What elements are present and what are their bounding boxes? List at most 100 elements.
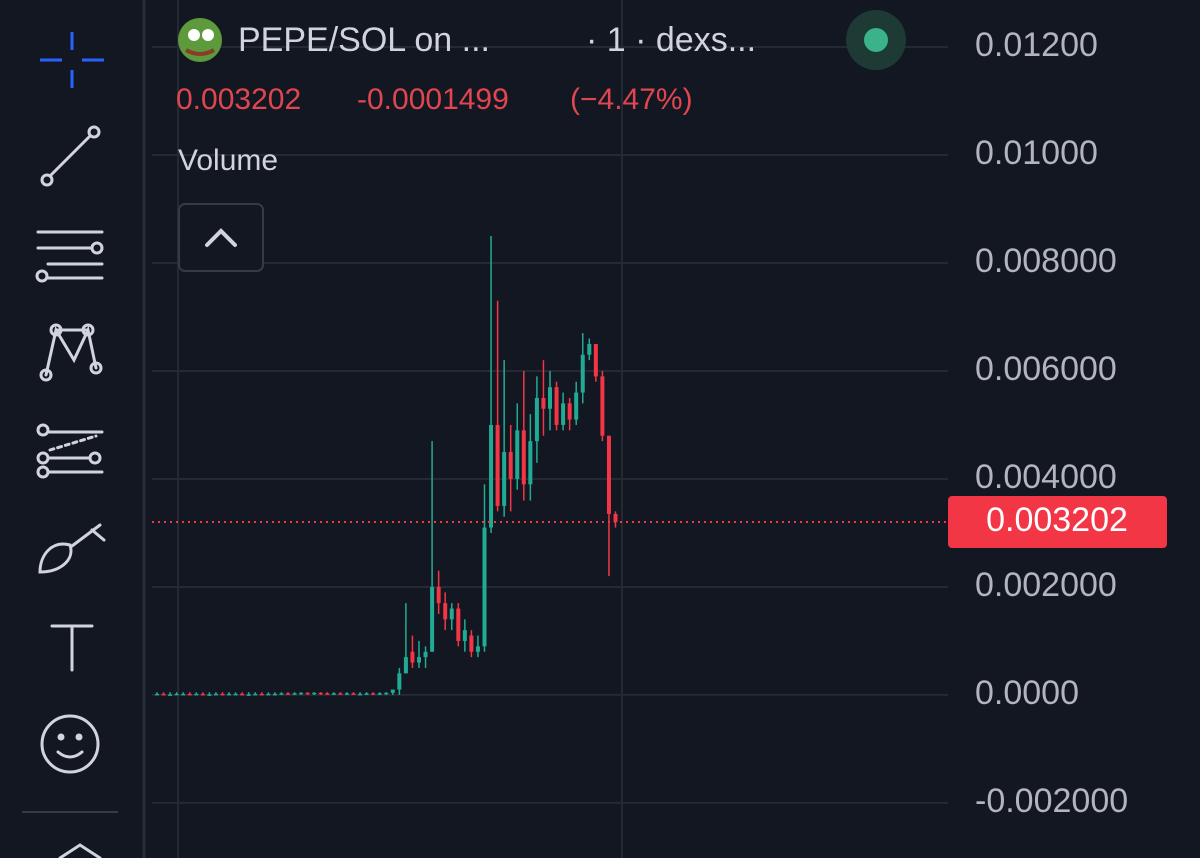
candle-body xyxy=(528,441,533,485)
candle-body xyxy=(449,608,454,620)
candle-body xyxy=(181,693,186,696)
y-tick-label: 0.006000 xyxy=(975,350,1117,388)
toolbar-bg xyxy=(0,0,143,858)
market-status[interactable] xyxy=(864,28,888,52)
y-tick-label: 0.0000 xyxy=(975,674,1079,712)
candle-body xyxy=(168,694,173,696)
candle-body xyxy=(364,693,369,695)
candle-body xyxy=(606,435,611,514)
candle-body xyxy=(187,693,192,696)
candle-body xyxy=(233,693,238,696)
candle-body xyxy=(593,343,598,377)
candle-body xyxy=(207,694,212,696)
symbol-icon-eye xyxy=(202,29,214,41)
trend-line-tool[interactable] xyxy=(40,125,101,187)
forecast-tool[interactable] xyxy=(36,423,104,479)
text-tool[interactable] xyxy=(50,624,94,672)
candle-body xyxy=(377,693,382,695)
candle-body xyxy=(534,397,539,442)
crosshair-tool[interactable] xyxy=(40,32,104,88)
candles xyxy=(152,235,948,696)
y-tick-label: 0.004000 xyxy=(975,458,1117,496)
y-tick-label: 0.01200 xyxy=(975,26,1098,64)
candle-body xyxy=(436,586,441,604)
candle-body xyxy=(351,693,356,695)
last-price: 0.003202 xyxy=(176,83,301,116)
candle-body xyxy=(613,513,618,523)
candle-body xyxy=(456,608,461,641)
candle-body xyxy=(397,673,402,690)
candle-body xyxy=(200,693,205,696)
candle-body xyxy=(253,693,258,696)
candle-body xyxy=(174,693,179,696)
candle-body xyxy=(371,693,376,695)
candle-body xyxy=(279,693,284,695)
symbol-name[interactable]: PEPE/SOL on ... xyxy=(238,21,490,59)
candle-body xyxy=(220,693,225,696)
fib-tool[interactable] xyxy=(35,230,104,283)
candle-body xyxy=(292,693,297,695)
y-tick-label: -0.002000 xyxy=(975,782,1128,820)
candle-body xyxy=(561,403,566,425)
candle-body xyxy=(286,693,290,695)
toolbar xyxy=(0,0,146,858)
candle-body xyxy=(600,376,605,436)
candle-body xyxy=(259,693,264,696)
candle-body xyxy=(587,343,592,355)
y-tick-label: 0.008000 xyxy=(975,242,1117,280)
pattern-tool[interactable] xyxy=(39,323,103,382)
legend: PEPE/SOL on ... · 1 · dexs... 0.003202 -… xyxy=(176,10,906,272)
candle-body xyxy=(213,693,218,696)
candle-body xyxy=(272,693,277,696)
candle-body xyxy=(541,397,546,409)
candle-body xyxy=(554,387,559,425)
candle-body xyxy=(548,387,552,409)
candle-body xyxy=(443,603,448,620)
symbol-icon-mouth xyxy=(185,48,215,56)
more-tool[interactable] xyxy=(58,843,102,858)
candle-body xyxy=(384,692,389,695)
candle-body xyxy=(469,635,474,652)
interval-source: · 1 · dexs... xyxy=(586,21,756,59)
candle-body xyxy=(331,693,336,695)
candle-body xyxy=(312,692,317,695)
candle-body xyxy=(423,651,428,658)
candle-body xyxy=(227,693,232,696)
candle-body xyxy=(155,693,159,696)
candle-body xyxy=(508,451,513,479)
brush-tool[interactable] xyxy=(38,523,106,574)
candle-body xyxy=(325,693,330,695)
y-tick-label: 0.002000 xyxy=(975,566,1117,604)
candle-body xyxy=(462,630,467,641)
candle-body xyxy=(489,424,494,528)
candle-body xyxy=(430,586,435,652)
candle-body xyxy=(417,657,421,663)
candle-body xyxy=(344,693,349,695)
last-price-label: 0.003202 xyxy=(986,501,1128,539)
candle-body xyxy=(521,430,526,485)
candle-body xyxy=(358,693,363,696)
candle-body xyxy=(574,392,579,420)
candle-body xyxy=(410,651,415,663)
indicator-name: Volume xyxy=(178,144,278,177)
candle-body xyxy=(338,693,343,695)
candle-body xyxy=(580,354,585,393)
last-price-box xyxy=(948,496,1167,549)
candle-body xyxy=(475,646,480,652)
candle-body xyxy=(240,693,245,696)
candle-body xyxy=(266,693,271,696)
price-change-percent: (−4.47%) xyxy=(570,83,693,116)
emoji-tool[interactable] xyxy=(40,714,100,774)
candle-body xyxy=(161,693,166,696)
symbol-icon-eye xyxy=(188,29,200,41)
collapse-button[interactable] xyxy=(178,203,264,272)
candle-body xyxy=(194,693,199,696)
y-tick-label: 0.01000 xyxy=(975,134,1098,172)
candle-body xyxy=(403,657,408,674)
candle-body xyxy=(515,430,520,479)
candle-body xyxy=(390,689,395,693)
candle-body xyxy=(495,424,500,506)
candle-body xyxy=(567,403,572,420)
